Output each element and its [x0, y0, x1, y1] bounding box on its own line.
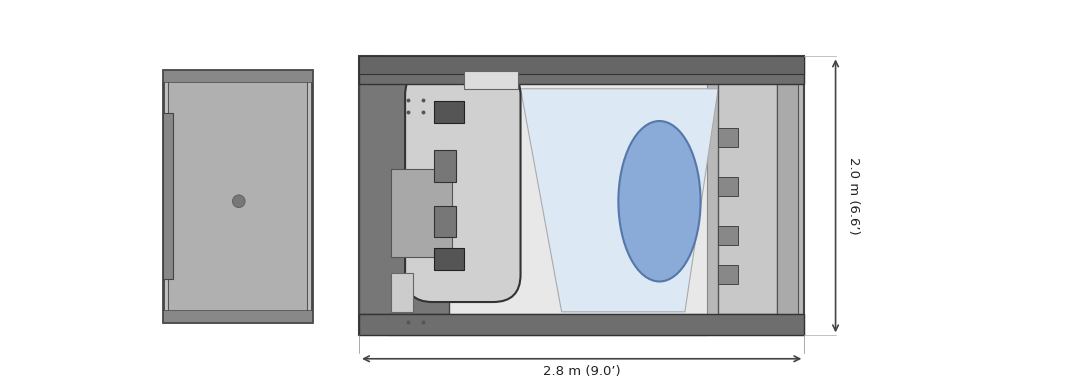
- Bar: [391, 169, 452, 257]
- Polygon shape: [521, 89, 718, 312]
- Bar: [164, 113, 173, 279]
- Bar: [718, 177, 738, 196]
- Bar: [168, 74, 307, 318]
- Bar: [359, 57, 804, 84]
- Bar: [387, 57, 707, 314]
- Bar: [718, 57, 777, 314]
- Bar: [718, 265, 738, 284]
- Bar: [359, 314, 804, 335]
- Ellipse shape: [618, 121, 701, 282]
- Bar: [359, 57, 804, 335]
- Circle shape: [232, 195, 245, 207]
- Bar: [359, 57, 804, 74]
- Bar: [164, 70, 312, 321]
- Bar: [164, 70, 312, 82]
- FancyBboxPatch shape: [405, 68, 521, 302]
- Bar: [718, 226, 738, 245]
- Bar: [435, 101, 464, 123]
- Bar: [435, 248, 464, 270]
- Bar: [387, 314, 707, 335]
- Bar: [435, 150, 456, 182]
- Bar: [359, 57, 449, 314]
- Bar: [391, 273, 413, 312]
- Bar: [777, 57, 798, 314]
- Bar: [435, 206, 456, 238]
- Text: 2.0 m (6.6’): 2.0 m (6.6’): [847, 157, 860, 235]
- Bar: [464, 71, 518, 89]
- Bar: [718, 128, 738, 147]
- Text: 2.8 m (9.0’): 2.8 m (9.0’): [543, 365, 620, 378]
- Bar: [164, 310, 312, 321]
